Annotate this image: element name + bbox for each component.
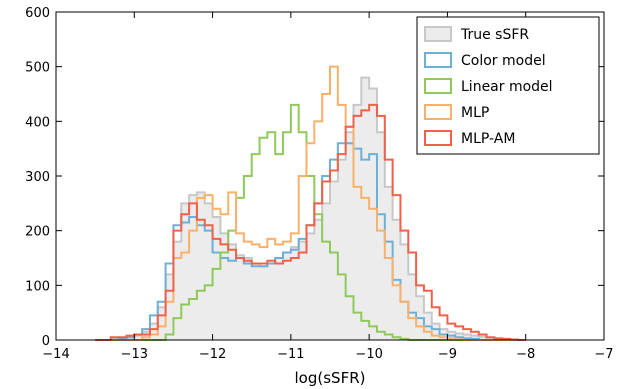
series-line-mlp — [95, 65, 526, 341]
legend-swatch-color-model — [424, 52, 452, 68]
x-tick-label: −14 — [42, 347, 69, 362]
series-line-mlp-am — [95, 103, 526, 341]
legend: True sSFR Color model Linear model MLP MLP-A… — [416, 16, 600, 155]
legend-swatch-mlp — [424, 104, 452, 120]
legend-label-color-model: Color model — [461, 53, 546, 69]
legend-swatch-true-ssfr — [424, 26, 452, 42]
y-tick-label: 600 — [25, 6, 50, 21]
x-axis-label: log(sSFR) — [295, 369, 366, 387]
x-tick-label: −12 — [199, 347, 226, 362]
legend-label-linear-model: Linear model — [461, 79, 553, 95]
y-tick-label: 100 — [25, 279, 50, 294]
series-fill-true-ssfr — [95, 77, 526, 340]
y-tick-label: 300 — [25, 170, 50, 185]
y-tick-label: 400 — [25, 115, 50, 130]
x-tick-label: −9 — [438, 347, 457, 362]
x-tick-label: −8 — [516, 347, 535, 362]
legend-label-mlp: MLP — [461, 105, 489, 121]
legend-label-true-ssfr: True sSFR — [460, 27, 529, 43]
x-tick-label: −10 — [355, 347, 382, 362]
y-tick-label: 500 — [25, 61, 50, 76]
x-tick-label: −11 — [277, 347, 304, 362]
ticks-layer: −14 −13 −12 −11 −10 −9 −8 −7 0 100 200 300 400 500 600 — [25, 6, 613, 362]
x-tick-label: −7 — [594, 347, 613, 362]
y-tick-label: 200 — [25, 225, 50, 240]
y-tick-label: 0 — [42, 334, 50, 349]
legend-swatch-mlp-am — [424, 130, 452, 146]
legend-label-mlp-am: MLP-AM — [461, 131, 515, 147]
legend-swatch-linear-model — [424, 78, 452, 94]
x-tick-label: −13 — [121, 347, 148, 362]
